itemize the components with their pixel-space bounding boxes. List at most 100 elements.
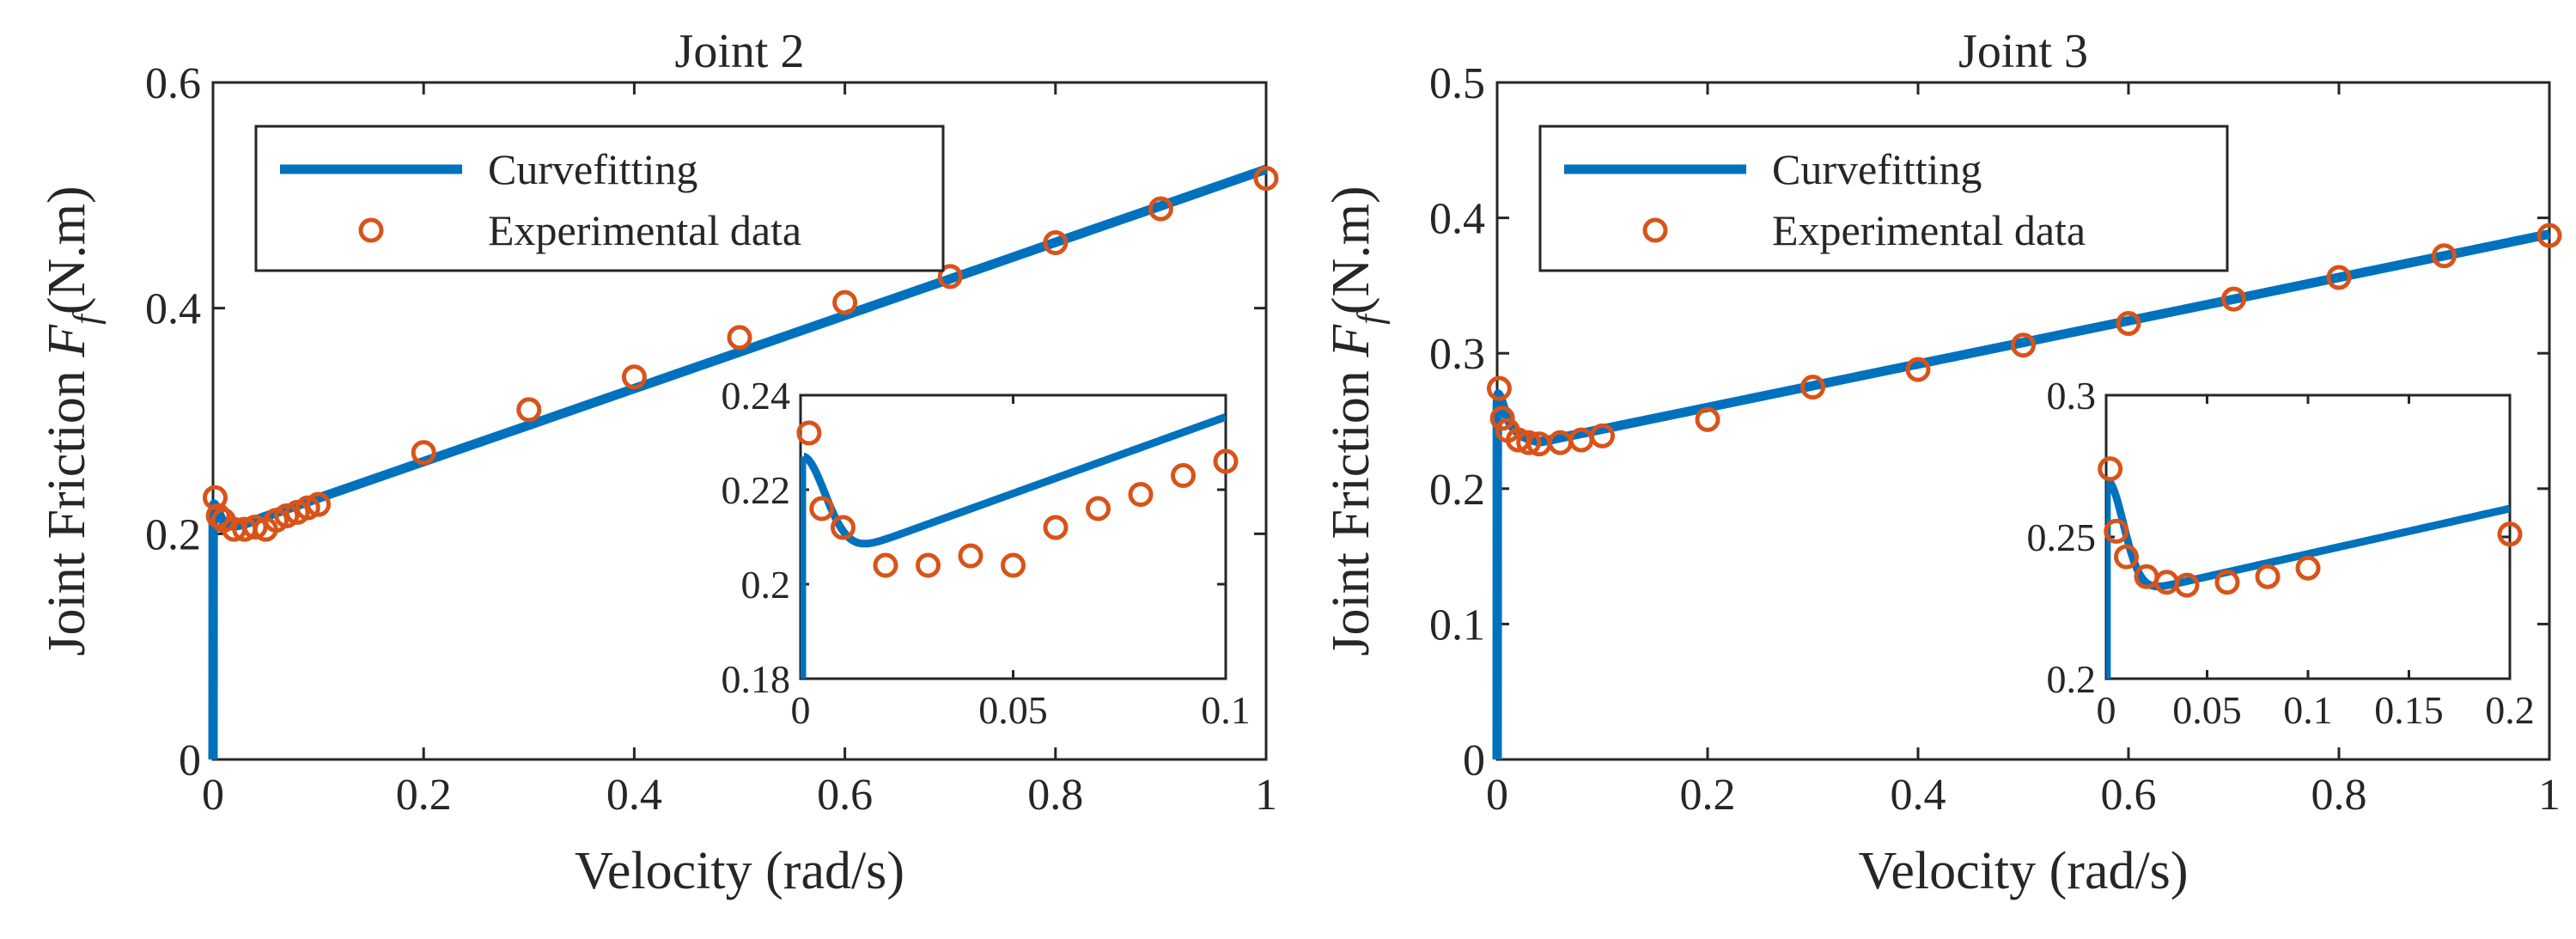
inset-y-tick-label: 0.3 [2047, 374, 2097, 418]
inset-data-point [1171, 463, 1196, 488]
legend-swatch-marker [358, 217, 384, 243]
chart-title: Joint 3 [1958, 25, 2088, 78]
inset-y-tick-label: 0.2 [2047, 657, 2097, 701]
inset-data-point [1043, 515, 1069, 540]
chart-panel-1: Joint 2 0 0.2 0.4 0.6 0.8 1 0 0.2 0.4 0.6 Velocity … [38, 25, 1279, 900]
y-tick-label: 0.2 [1429, 466, 1485, 515]
data-point [1695, 406, 1720, 432]
inset-frame [2104, 393, 2512, 680]
data-point [1905, 357, 1931, 382]
inset-y-tick-label: 0.22 [722, 468, 791, 512]
inset-y-tick-label: 0.18 [722, 657, 791, 701]
x-tick-label: 0 [202, 771, 224, 820]
x-tick-label: 0.6 [2101, 771, 2157, 820]
inset-y-tick-label: 0.2 [741, 563, 791, 607]
data-point [1043, 229, 1069, 255]
x-tick-label: 0.4 [1891, 771, 1946, 820]
data-point [411, 440, 436, 466]
x-tick-label: 0.2 [1680, 771, 1736, 820]
data-point [1800, 375, 1825, 400]
x-axis-label: Velocity (rad/s) [575, 842, 904, 900]
y-axis-label-text: Joint Friction [38, 357, 96, 656]
legend: Curvefitting Experimental data [1538, 125, 2229, 272]
y-tick-label: 0.5 [1429, 59, 1485, 108]
y-axis-label-text: Joint Friction [1322, 357, 1380, 656]
inset-data-point [1128, 482, 1154, 507]
inset-data-point [1001, 552, 1026, 578]
data-point [1148, 196, 1173, 222]
inset-data-point [2174, 572, 2200, 598]
data-point [2536, 223, 2562, 248]
data-point [2221, 286, 2246, 312]
data-point [2432, 243, 2457, 269]
legend-entry: Curvefitting [488, 145, 697, 193]
inset-chart: 0 0.05 0.1 0.15 0.2 0.2 0.25 0.3 [2027, 374, 2535, 732]
inset-data-point [809, 496, 835, 521]
data-point [242, 514, 268, 540]
inset-x-tick-label: 0.2 [2485, 688, 2535, 732]
x-tick-label: 0.2 [396, 771, 452, 820]
inset-data-point [916, 552, 941, 578]
data-point [1489, 405, 1515, 431]
legend-box [1538, 125, 2229, 272]
data-point [516, 397, 542, 423]
chart-title: Joint 2 [675, 25, 805, 78]
chart-panel-2: Joint 30 0.2 0.4 0.6 0.8 100.10.20.30.40.5Vel… [1322, 25, 2562, 900]
inset-x-tick-label: 0.05 [978, 688, 1048, 732]
legend-entry: Experimental data [488, 206, 801, 254]
y-axis-label: Joint Friction Ff(N.m) [38, 186, 107, 655]
y-tick-label: 0.3 [1429, 330, 1485, 379]
legend-entry: Experimental data [1772, 206, 2086, 254]
inset-x-tick-label: 0.15 [2374, 688, 2444, 732]
inset-data-point [958, 543, 984, 569]
inset-data-point [796, 420, 822, 446]
data-point [306, 491, 332, 517]
inset-y-tick-label: 0.24 [722, 374, 791, 418]
inset-data-point [1213, 448, 1239, 474]
data-point [621, 364, 647, 390]
inset-x-tick-label: 0.1 [1201, 688, 1251, 732]
inset-x-tick-label: 0 [2097, 688, 2116, 732]
inset-data-point [1086, 496, 1111, 521]
y-axis-label-unit: (N.m) [38, 186, 96, 314]
data-point [2326, 265, 2352, 290]
inset-data-point [831, 515, 856, 540]
inset-chart: 0 0.05 0.1 0.18 0.2 0.22 0.24 [722, 374, 1251, 732]
y-axis-label-unit: (N.m) [1322, 186, 1380, 314]
inset-data-point [2255, 564, 2281, 589]
x-tick-label: 1 [2538, 771, 2561, 820]
y-tick-label: 0.2 [145, 510, 201, 559]
inset-data-point [873, 552, 898, 578]
x-axis-label: Velocity (rad/s) [1859, 842, 2189, 900]
inset-y-tick-label: 0.25 [2027, 515, 2097, 559]
inset-x-tick-label: 0.05 [2172, 688, 2242, 732]
legend-entry: Curvefitting [1772, 145, 1982, 193]
data-point [727, 325, 752, 351]
data-point [274, 503, 300, 528]
data-point [205, 503, 231, 528]
data-point [295, 495, 320, 521]
x-tick-label: 0.6 [817, 771, 873, 820]
data-point [1486, 375, 1512, 401]
inset-data-point [2214, 570, 2240, 595]
x-tick-label: 0.8 [1027, 771, 1083, 820]
inset-data-point [2114, 544, 2139, 570]
data-point [2116, 311, 2141, 337]
inset-series-line-curvefitting [801, 413, 1226, 548]
data-point [832, 290, 858, 315]
legend-box [254, 125, 945, 272]
data-point [2011, 332, 2036, 358]
y-tick-label: 0.6 [145, 59, 201, 108]
y-tick-label: 0.4 [145, 285, 201, 334]
inset-data-point [2295, 555, 2321, 581]
y-axis-label-symbol: F [1322, 324, 1380, 358]
plot-area-frame [211, 81, 1268, 761]
inset-data-point [2497, 521, 2523, 547]
x-tick-label: 1 [1255, 771, 1277, 820]
inset-data-point [2098, 456, 2123, 482]
x-tick-label: 0 [1486, 771, 1508, 820]
y-axis-label: Joint Friction Ff(N.m) [1322, 186, 1391, 655]
inset-x-tick-label: 0 [791, 688, 811, 732]
data-point [937, 264, 963, 290]
x-tick-label: 0.8 [2311, 771, 2367, 820]
